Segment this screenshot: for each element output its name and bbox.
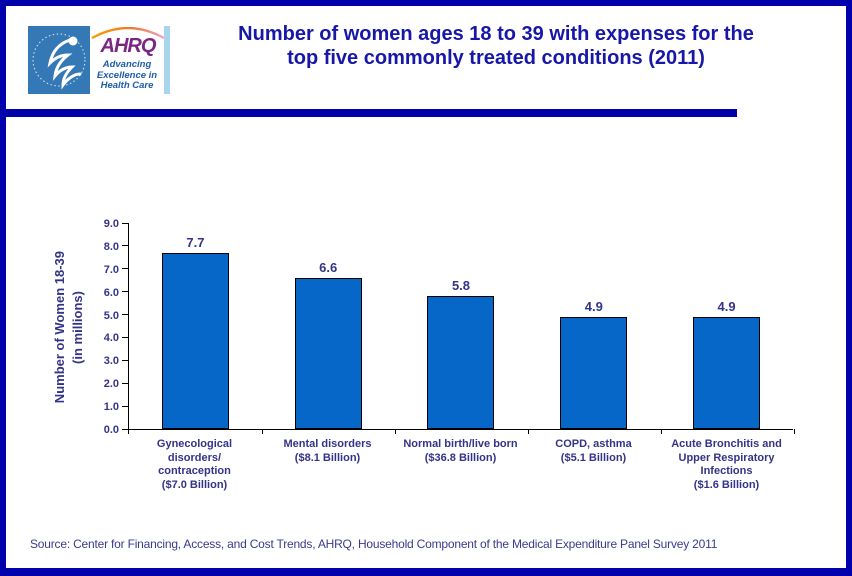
bar: [693, 316, 761, 429]
y-tick-label: 9.0: [103, 218, 119, 230]
category-label: Normal birth/live born ($36.8 Billion): [394, 438, 527, 492]
hhs-eagle-icon: [28, 26, 90, 94]
header-separator-bar: [6, 109, 737, 117]
y-tick-label: 4.0: [103, 332, 119, 345]
y-tick-mark: [122, 336, 129, 338]
bar: [161, 252, 229, 429]
y-tick-label: 8.0: [103, 240, 119, 253]
y-tick-label: 1.0: [103, 401, 119, 414]
category-label-line: disorders/: [167, 451, 222, 464]
bar: [560, 316, 628, 429]
category-label-line: Gynecological: [156, 438, 233, 450]
category-label: Mental disorders ($8.1 Billion): [261, 438, 394, 492]
x-tick-mark: [661, 429, 662, 434]
ahrq-stripe: [164, 26, 170, 94]
category-label-line: ($1.6 Billion): [693, 478, 760, 491]
y-tick-mark: [122, 245, 129, 247]
ahrq-logo: AHRQ Advancing Excellence in Health Care: [90, 26, 170, 94]
category-label-line: ($8.1 Billion): [294, 451, 361, 464]
x-tick-mark: [128, 429, 129, 434]
y-axis-title: Number of Women 18-39 (in millions): [51, 250, 85, 404]
plot-area: 0.0 1.0 2.0 3.0 4.0 5.0 6.0 7.0 8.0 9.0 7.7 6.6 5.8 4…: [104, 218, 795, 436]
bar-value-label: 5.8: [451, 278, 471, 294]
x-tick-mark: [395, 429, 396, 434]
ahrq-arc-icon: [91, 27, 165, 39]
category-label-line: contraception: [158, 465, 231, 477]
bar: [294, 277, 362, 429]
category-label-line: COPD, asthma: [555, 438, 632, 450]
category-label-line: ($5.1 Billion): [560, 451, 627, 464]
x-tick-mark: [262, 429, 263, 434]
y-tick-label: 3.0: [103, 355, 119, 368]
category-label-line: Normal birth/live born: [403, 438, 518, 450]
title-line-1: Number of women ages 18 to 39 with expen…: [238, 23, 754, 45]
bar-value-label: 4.9: [717, 298, 736, 314]
y-tick-label: 5.0: [103, 309, 119, 322]
category-label: COPD, asthma ($5.1 Billion): [527, 438, 660, 492]
category-label-line: Infections: [700, 465, 753, 477]
bar: [427, 296, 495, 429]
title-line-2: top five commonly treated conditions (20…: [287, 47, 705, 69]
source-citation: Source: Center for Financing, Access, an…: [30, 537, 718, 551]
y-tick-mark: [122, 314, 129, 316]
page-title: Number of women ages 18 to 39 with expen…: [176, 22, 816, 70]
y-tick-mark: [122, 428, 129, 430]
bar-cell: 7.7: [129, 223, 262, 429]
bar-cell: 4.9: [527, 223, 660, 429]
category-label-line: ($7.0 Billion): [161, 478, 228, 491]
y-tick-mark: [122, 405, 129, 407]
category-label: Gynecological disorders/contraception ($7.…: [128, 438, 261, 492]
y-tick-mark: [122, 222, 129, 224]
x-tick-mark: [528, 429, 529, 434]
y-tick-label: 7.0: [103, 263, 119, 276]
y-tick-label: 2.0: [103, 378, 119, 391]
x-axis-labels: Gynecological disorders/contraception ($7.…: [128, 438, 793, 492]
y-tick-mark: [122, 268, 129, 270]
bar-value-label: 6.6: [319, 259, 338, 275]
category-label-line: Acute Bronchitis and: [671, 438, 782, 450]
bar-cell: 4.9: [660, 223, 793, 429]
category-label: Acute Bronchitis and Upper Respiratory Inf…: [660, 438, 793, 492]
category-label-line: ($36.8 Billion): [424, 451, 497, 464]
bar-cell: 5.8: [395, 223, 528, 429]
y-tick-label: 0.0: [103, 424, 119, 436]
bar-value-label: 7.7: [186, 234, 205, 250]
y-tick-label: 6.0: [103, 286, 119, 299]
y-tick-mark: [122, 291, 129, 293]
y-tick-mark: [122, 359, 129, 361]
ahrq-tagline: Advancing Excellence in Health Care: [96, 59, 158, 91]
ahrq-acronym: AHRQ: [100, 35, 157, 57]
x-tick-mark: [794, 429, 795, 434]
bar-value-label: 4.9: [584, 298, 603, 314]
bar-cell: 6.6: [262, 223, 395, 429]
category-label-line: Upper Respiratory: [678, 451, 775, 464]
y-tick-mark: [122, 382, 129, 384]
category-label-line: Mental disorders: [283, 438, 372, 450]
hhs-logo: [28, 26, 90, 94]
